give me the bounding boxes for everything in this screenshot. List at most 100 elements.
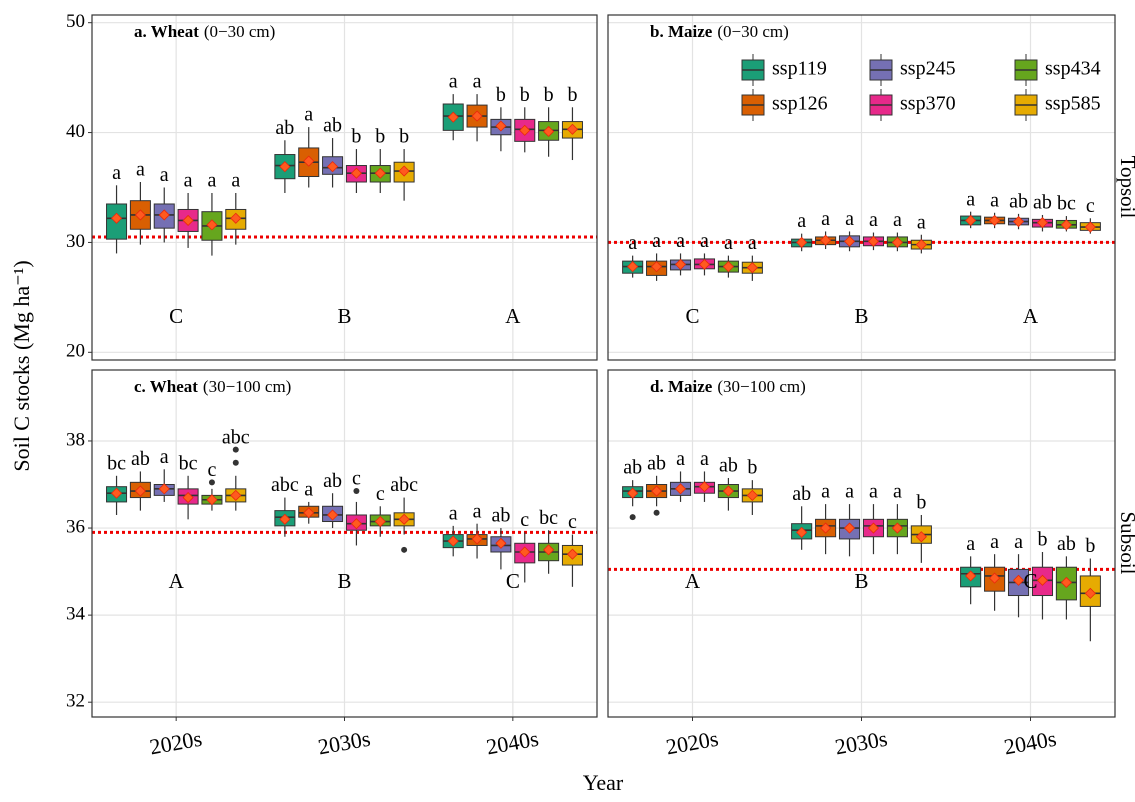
box-group: a (960, 533, 982, 605)
significance-letter: a (207, 170, 216, 192)
significance-letter: abc (390, 474, 418, 496)
mean-marker (1084, 587, 1096, 599)
panel-border (91, 14, 598, 361)
box-group: a (815, 481, 837, 555)
significance-letter: c (376, 483, 385, 505)
box-group: b (345, 126, 367, 193)
significance-letter: b (496, 84, 506, 106)
panel-title: c. Wheat (30−100 cm) (134, 377, 291, 396)
y-tick-label: 20 (66, 341, 85, 362)
significance-letter: ab (131, 448, 150, 470)
mean-marker (867, 522, 880, 534)
box-group: abc (222, 426, 250, 511)
mean-marker (891, 236, 903, 249)
legend-label: ssp245 (900, 58, 956, 80)
mean-marker (566, 123, 579, 135)
mean-marker (110, 212, 123, 224)
mean-marker (519, 546, 531, 558)
mean-marker (651, 261, 663, 273)
y-tick-label: 32 (66, 691, 85, 712)
significance-letter: a (473, 71, 482, 93)
mean-marker (206, 219, 218, 231)
group-letter: C (685, 304, 699, 328)
significance-letter: a (821, 481, 830, 503)
mean-marker (915, 531, 927, 543)
panel-title: b. Maize (0−30 cm) (650, 22, 789, 41)
significance-letter: abc (222, 426, 250, 448)
box-group: a (466, 71, 488, 142)
y-tick-label: 34 (66, 603, 86, 624)
box-group: a (153, 164, 175, 243)
significance-letter: ab (1009, 190, 1028, 212)
significance-letter: a (628, 232, 637, 254)
mean-marker (915, 239, 927, 251)
significance-letter: a (449, 502, 458, 524)
legend-item: ssp245 (869, 54, 956, 86)
outlier (653, 509, 660, 516)
box-group: a (106, 162, 128, 254)
significance-letter: a (869, 481, 878, 503)
significance-letter: b (747, 457, 757, 479)
box-group: b (561, 84, 583, 161)
mean-marker (110, 487, 123, 499)
mean-marker (674, 258, 687, 270)
box-group: bc (538, 507, 560, 574)
significance-letter: a (917, 211, 926, 233)
box-group: a (669, 230, 692, 276)
box-group: ab (717, 455, 739, 511)
box-group: a (960, 188, 982, 229)
panel-title-depth: (0−30 cm) (717, 22, 788, 41)
box-group: a (129, 159, 151, 245)
group-letter: A (685, 569, 701, 593)
box-group: ab (322, 115, 344, 188)
box-group: a (910, 211, 932, 254)
mean-marker (206, 494, 218, 506)
mean-marker (230, 489, 242, 501)
significance-letter: ab (323, 115, 342, 137)
box-group: a (298, 479, 320, 524)
mean-marker (651, 485, 663, 497)
box-group: ab (791, 483, 813, 550)
legend-item: ssp585 (1014, 89, 1101, 121)
mean-marker (722, 261, 734, 273)
box-group: a (886, 209, 908, 252)
mean-marker (843, 235, 856, 247)
mean-marker (1060, 219, 1072, 231)
significance-letter: a (700, 230, 709, 252)
box-group: ab (1031, 192, 1054, 232)
significance-letter: a (966, 188, 975, 210)
outlier (353, 488, 360, 495)
box-group: a (442, 502, 464, 557)
box-group: a (693, 230, 716, 276)
mean-marker (327, 509, 339, 521)
box-group: a (646, 230, 668, 281)
mean-marker (182, 214, 194, 227)
box-group: a (693, 448, 716, 502)
group-letter: C (169, 304, 183, 328)
box-group: abc (271, 474, 299, 537)
box-group: a (669, 448, 692, 502)
y-tick-label: 30 (66, 231, 85, 252)
mean-marker (1060, 576, 1072, 589)
mean-marker (327, 161, 339, 173)
x-axis-title: Year (583, 770, 624, 795)
mean-marker (1012, 574, 1025, 586)
box-group: b (1079, 535, 1101, 642)
mean-marker (374, 515, 386, 528)
mean-marker (350, 167, 362, 179)
significance-letter: a (748, 232, 757, 254)
mean-marker (230, 212, 242, 224)
box-group: a (153, 446, 175, 502)
panel-title-bold: c. Wheat (134, 377, 198, 396)
mean-marker (471, 110, 483, 122)
mean-marker (843, 522, 856, 534)
mean-marker (698, 481, 711, 493)
box-group: c (1079, 195, 1101, 234)
significance-letter: a (966, 533, 975, 555)
significance-letter: bc (107, 452, 126, 474)
significance-letter: a (893, 209, 902, 231)
significance-letter: a (821, 208, 830, 230)
box-group: a (225, 170, 247, 245)
box-group: c (345, 468, 367, 546)
y-tick-label: 50 (66, 11, 85, 32)
